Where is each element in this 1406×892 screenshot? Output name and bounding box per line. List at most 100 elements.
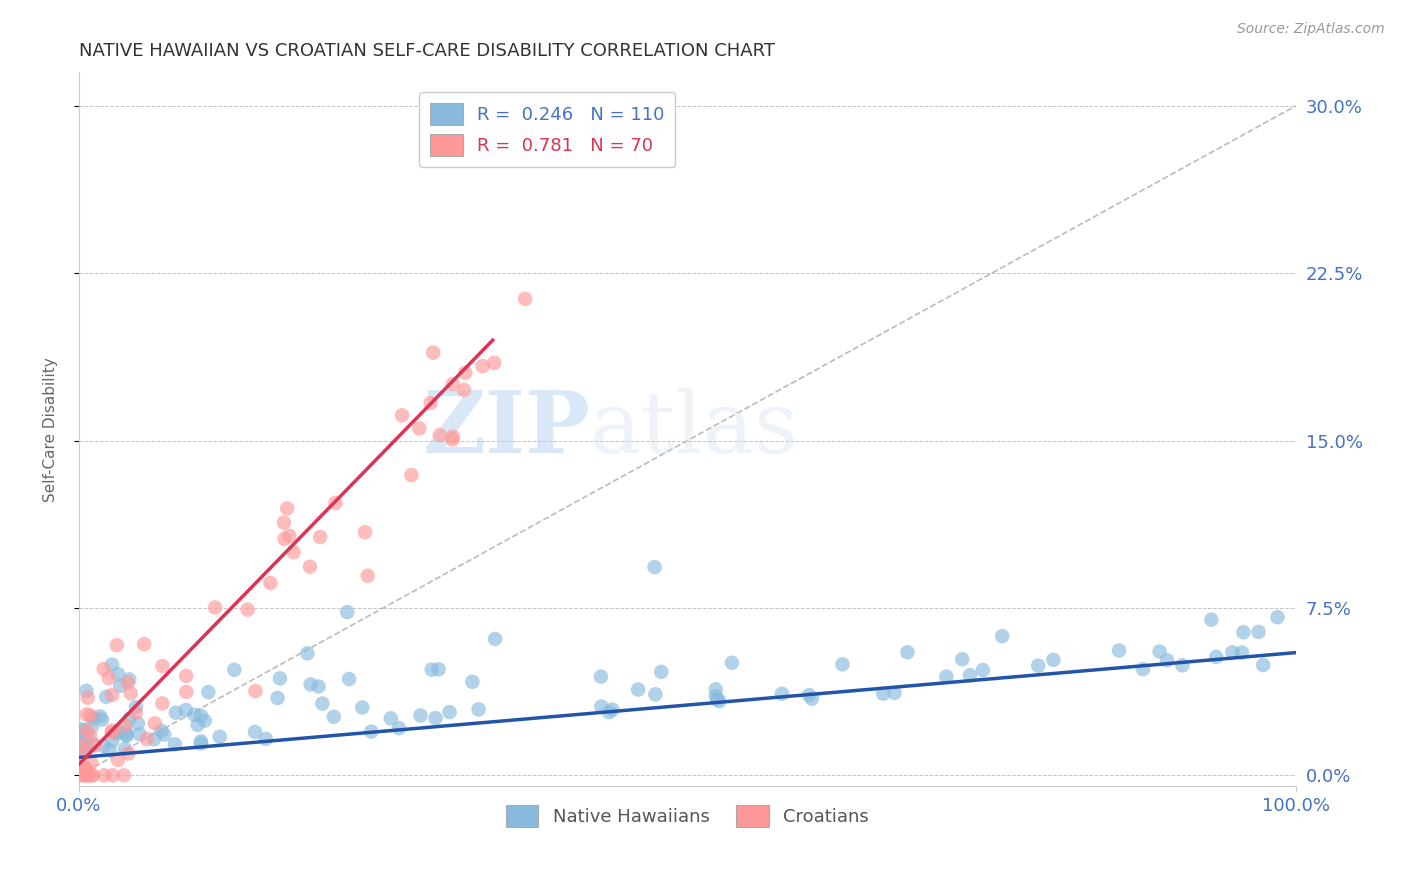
Point <box>336 605 359 619</box>
Point <box>77 768 100 782</box>
Point <box>183 707 205 722</box>
Point <box>127 716 149 731</box>
Point <box>441 429 464 443</box>
Point <box>134 637 156 651</box>
Point <box>484 356 506 370</box>
Point <box>644 687 666 701</box>
Point <box>115 728 138 742</box>
Point <box>75 768 97 782</box>
Point <box>276 501 298 516</box>
Point <box>1026 658 1049 673</box>
Point <box>150 723 173 738</box>
Text: NATIVE HAWAIIAN VS CROATIAN SELF-CARE DISABILITY CORRELATION CHART: NATIVE HAWAIIAN VS CROATIAN SELF-CARE DI… <box>79 42 775 60</box>
Point <box>454 366 477 380</box>
Point <box>935 670 957 684</box>
Point <box>298 559 321 574</box>
Point <box>101 768 124 782</box>
Point <box>190 734 212 748</box>
Point <box>75 683 97 698</box>
Point <box>1230 646 1253 660</box>
Point <box>114 718 136 732</box>
Point <box>453 383 475 397</box>
Point <box>76 763 98 777</box>
Point <box>91 713 114 727</box>
Point <box>1201 613 1223 627</box>
Point <box>278 529 301 543</box>
Point <box>101 734 124 748</box>
Point <box>72 743 94 757</box>
Point <box>283 545 305 559</box>
Point <box>441 377 464 392</box>
Point <box>1205 649 1227 664</box>
Point <box>115 728 138 742</box>
Point <box>80 719 103 733</box>
Text: ZIP: ZIP <box>422 387 591 472</box>
Point <box>627 682 650 697</box>
Point <box>190 708 212 723</box>
Point <box>107 725 129 739</box>
Point <box>872 687 894 701</box>
Point <box>75 740 97 755</box>
Point <box>117 747 139 761</box>
Point <box>245 684 267 698</box>
Point <box>118 673 141 687</box>
Point <box>93 768 115 782</box>
Point <box>422 345 444 359</box>
Point <box>706 692 728 706</box>
Point <box>79 729 101 743</box>
Point <box>243 725 266 739</box>
Point <box>153 728 176 742</box>
Point <box>360 724 382 739</box>
Point <box>69 765 91 780</box>
Point <box>73 768 96 782</box>
Point <box>325 496 347 510</box>
Point <box>80 756 103 770</box>
Point <box>117 675 139 690</box>
Point <box>204 600 226 615</box>
Point <box>1247 624 1270 639</box>
Text: atlas: atlas <box>591 388 799 471</box>
Point <box>98 743 121 757</box>
Point <box>224 663 246 677</box>
Point <box>114 741 136 756</box>
Point <box>991 629 1014 643</box>
Point <box>89 709 111 723</box>
Point <box>128 727 150 741</box>
Point <box>82 768 104 782</box>
Point <box>896 645 918 659</box>
Point <box>1108 643 1130 657</box>
Point <box>425 711 447 725</box>
Point <box>1222 645 1244 659</box>
Point <box>197 685 219 699</box>
Point <box>194 714 217 728</box>
Point <box>831 657 853 672</box>
Point <box>118 712 141 726</box>
Point <box>107 667 129 681</box>
Point <box>69 739 91 753</box>
Point <box>93 739 115 753</box>
Point <box>644 560 666 574</box>
Point <box>125 706 148 720</box>
Point <box>273 516 295 530</box>
Point <box>79 708 101 723</box>
Point <box>650 665 672 679</box>
Point <box>419 396 441 410</box>
Point <box>120 686 142 700</box>
Point <box>356 568 378 582</box>
Point <box>97 671 120 685</box>
Point <box>709 694 731 708</box>
Point <box>69 741 91 756</box>
Point <box>409 708 432 723</box>
Point <box>972 663 994 677</box>
Point <box>69 736 91 750</box>
Point <box>208 730 231 744</box>
Point <box>1251 658 1274 673</box>
Point <box>72 768 94 782</box>
Point <box>266 690 288 705</box>
Point <box>174 703 197 717</box>
Point <box>1149 644 1171 658</box>
Point <box>311 697 333 711</box>
Point <box>259 576 281 591</box>
Point <box>70 723 93 737</box>
Point <box>77 768 100 782</box>
